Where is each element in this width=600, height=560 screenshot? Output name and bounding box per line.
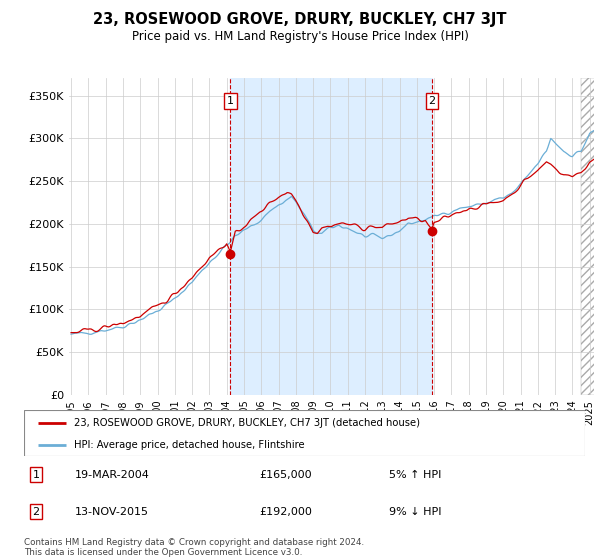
Text: £165,000: £165,000 bbox=[260, 470, 312, 479]
Bar bbox=[581, 78, 596, 395]
Text: 23, ROSEWOOD GROVE, DRURY, BUCKLEY, CH7 3JT: 23, ROSEWOOD GROVE, DRURY, BUCKLEY, CH7 … bbox=[93, 12, 507, 27]
Bar bbox=[230, 78, 432, 395]
Text: Contains HM Land Registry data © Crown copyright and database right 2024.
This d: Contains HM Land Registry data © Crown c… bbox=[24, 538, 364, 557]
Text: £192,000: £192,000 bbox=[260, 507, 313, 517]
Text: 13-NOV-2015: 13-NOV-2015 bbox=[74, 507, 148, 517]
FancyBboxPatch shape bbox=[24, 410, 585, 456]
Text: 19-MAR-2004: 19-MAR-2004 bbox=[74, 470, 149, 479]
Text: 5% ↑ HPI: 5% ↑ HPI bbox=[389, 470, 441, 479]
Text: 2: 2 bbox=[428, 96, 436, 106]
Text: Price paid vs. HM Land Registry's House Price Index (HPI): Price paid vs. HM Land Registry's House … bbox=[131, 30, 469, 43]
Text: HPI: Average price, detached house, Flintshire: HPI: Average price, detached house, Flin… bbox=[74, 440, 305, 450]
Text: 1: 1 bbox=[32, 470, 40, 479]
Bar bbox=[581, 78, 596, 395]
Text: 23, ROSEWOOD GROVE, DRURY, BUCKLEY, CH7 3JT (detached house): 23, ROSEWOOD GROVE, DRURY, BUCKLEY, CH7 … bbox=[74, 418, 421, 428]
Text: 2: 2 bbox=[32, 507, 40, 517]
Text: 1: 1 bbox=[227, 96, 234, 106]
Text: 9% ↓ HPI: 9% ↓ HPI bbox=[389, 507, 441, 517]
